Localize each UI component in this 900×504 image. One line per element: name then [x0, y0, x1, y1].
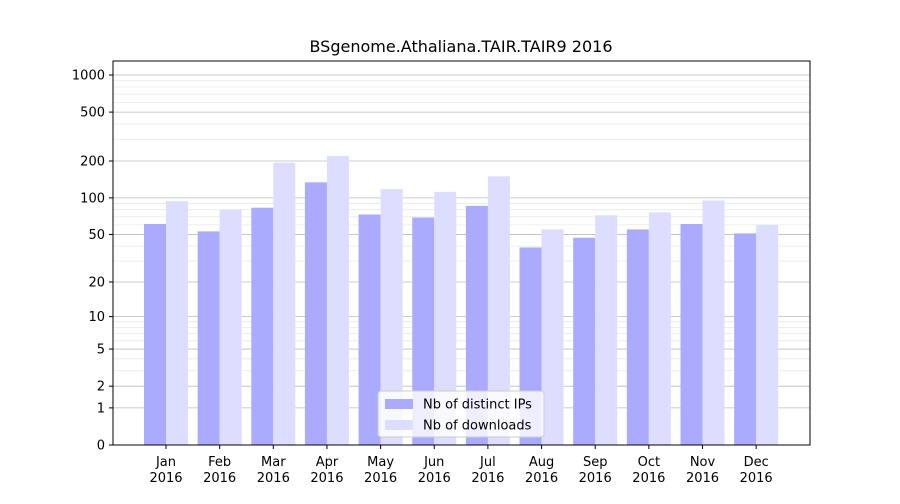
- bar-downloads: [756, 224, 779, 445]
- y-axis: 0 1 2 5 10 20 50 100 200 500 1000: [72, 69, 113, 454]
- x-axis: Jan 2016 Feb 2016 Mar 2016 Apr 2016 May 2016 Jun 20…: [149, 445, 773, 486]
- x-tick-label: Mar 2016: [257, 455, 290, 486]
- plot-frame: [112, 60, 811, 446]
- x-tick-label: Dec 2016: [740, 455, 773, 486]
- bar-downloads: [648, 212, 671, 445]
- bar-distinct-ips: [251, 207, 274, 445]
- x-tick-label: May 2016: [364, 455, 397, 486]
- y-tick-label: 0: [97, 439, 105, 454]
- x-tick-label: Jul 2016: [471, 455, 504, 486]
- legend-label-distinct-ips: Nb of distinct IPs: [423, 398, 532, 413]
- x-tick-label: Sep 2016: [579, 455, 612, 486]
- bar-downloads: [487, 176, 510, 445]
- bar-distinct-ips: [680, 223, 703, 445]
- bar-downloads: [434, 191, 457, 445]
- bar-distinct-ips: [626, 229, 649, 445]
- legend-label-downloads: Nb of downloads: [423, 419, 532, 434]
- x-tick-label: Aug 2016: [525, 455, 558, 486]
- y-tick-label: 2: [97, 380, 105, 395]
- y-tick-label: 5: [97, 343, 105, 358]
- y-tick-label: 10: [88, 310, 105, 325]
- y-tick-label: 500: [80, 106, 105, 121]
- bar-downloads: [541, 229, 564, 445]
- bar-distinct-ips: [465, 205, 488, 445]
- legend-swatch-downloads: [385, 420, 413, 430]
- bar-distinct-ips: [144, 223, 166, 445]
- bar-distinct-ips: [734, 233, 757, 445]
- bar-distinct-ips: [573, 237, 596, 445]
- x-tick-label: Nov 2016: [686, 455, 719, 486]
- x-tick-label: Feb 2016: [203, 455, 236, 486]
- x-tick-label: Jun 2016: [418, 455, 451, 486]
- bar-distinct-ips: [412, 217, 435, 445]
- bar-downloads: [166, 201, 188, 445]
- y-tick-label: 1: [97, 401, 105, 416]
- x-tick-label: Jan 2016: [149, 455, 182, 486]
- legend-box: [377, 390, 545, 438]
- bar-downloads: [702, 200, 725, 445]
- bar-downloads: [595, 215, 618, 445]
- bar-distinct-ips: [358, 214, 381, 445]
- bar-distinct-ips: [197, 231, 220, 445]
- bar-downloads: [273, 162, 296, 446]
- y-tick-label: 1000: [72, 69, 105, 84]
- y-tick-label: 50: [88, 228, 105, 243]
- x-tick-label: Oct 2016: [632, 455, 665, 486]
- bar-distinct-ips: [304, 182, 327, 445]
- y-tick-label: 20: [88, 275, 105, 290]
- bar-downloads: [326, 155, 349, 445]
- y-tick-label: 100: [80, 191, 105, 206]
- chart-title: BSgenome.Athaliana.TAIR.TAIR9 2016: [309, 37, 612, 56]
- legend: Nb of distinct IPs Nb of downloads: [377, 390, 545, 438]
- bars: [144, 155, 779, 446]
- y-tick-label: 200: [80, 155, 105, 170]
- bar-downloads: [219, 209, 242, 445]
- legend-swatch-distinct-ips: [385, 399, 413, 409]
- bar-downloads: [380, 189, 403, 445]
- x-tick-label: Apr 2016: [310, 455, 343, 486]
